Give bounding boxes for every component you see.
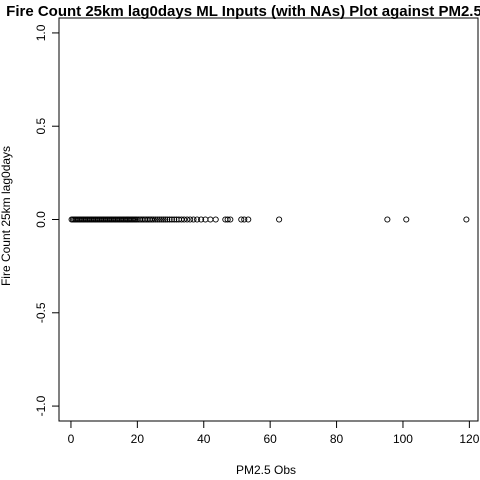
chart-title: Fire Count 25km lag0days ML Inputs (with…: [6, 3, 480, 20]
data-point: [160, 216, 167, 223]
data-point: [184, 216, 191, 223]
data-point: [207, 216, 214, 223]
x-tick-label: 0: [68, 432, 75, 446]
x-axis-label: PM2.5 Obs: [236, 463, 296, 477]
data-point: [187, 216, 194, 223]
data-point: [224, 216, 231, 223]
data-point: [403, 216, 410, 223]
data-point: [166, 216, 173, 223]
data-point: [168, 216, 175, 223]
y-tick-label: -0.5: [34, 302, 48, 323]
x-tick-label: 60: [263, 432, 277, 446]
y-axis-label: Fire Count 25km lag0days: [0, 146, 13, 286]
data-point: [227, 216, 234, 223]
x-tick-label: 80: [330, 432, 344, 446]
data-point: [164, 216, 171, 223]
y-tick-label: 0.5: [34, 118, 48, 135]
data-point: [198, 216, 205, 223]
data-point: [463, 216, 470, 223]
data-point: [156, 216, 163, 223]
data-point: [212, 216, 219, 223]
x-tick-label: 20: [131, 432, 145, 446]
data-point: [241, 216, 248, 223]
data-point: [171, 216, 178, 223]
y-tick-label: 1.0: [34, 24, 48, 41]
data-point: [150, 216, 157, 223]
y-axis: -1.0 -0.5 0.0 0.5 1.0: [34, 24, 60, 416]
data-point: [190, 216, 197, 223]
x-axis: 0 20 40 60 80 100 120: [68, 420, 480, 446]
x-tick-label: 120: [459, 432, 479, 446]
data-point: [158, 216, 165, 223]
data-point: [276, 216, 283, 223]
x-tick-label: 100: [393, 432, 413, 446]
x-tick-label: 40: [197, 432, 211, 446]
data-point: [152, 216, 159, 223]
data-point: [238, 216, 245, 223]
data-point: [245, 216, 252, 223]
data-point: [162, 216, 169, 223]
data-point: [181, 216, 188, 223]
data-point: [194, 216, 201, 223]
data-point: [154, 216, 161, 223]
y-tick-label: -1.0: [34, 395, 48, 416]
data-point: [384, 216, 391, 223]
y-tick-label: 0.0: [34, 211, 48, 228]
data-points: [68, 216, 470, 223]
